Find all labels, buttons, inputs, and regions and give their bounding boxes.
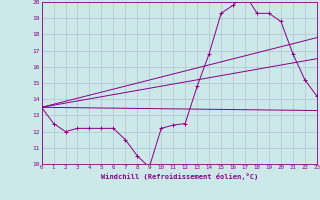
X-axis label: Windchill (Refroidissement éolien,°C): Windchill (Refroidissement éolien,°C) [100,173,258,180]
